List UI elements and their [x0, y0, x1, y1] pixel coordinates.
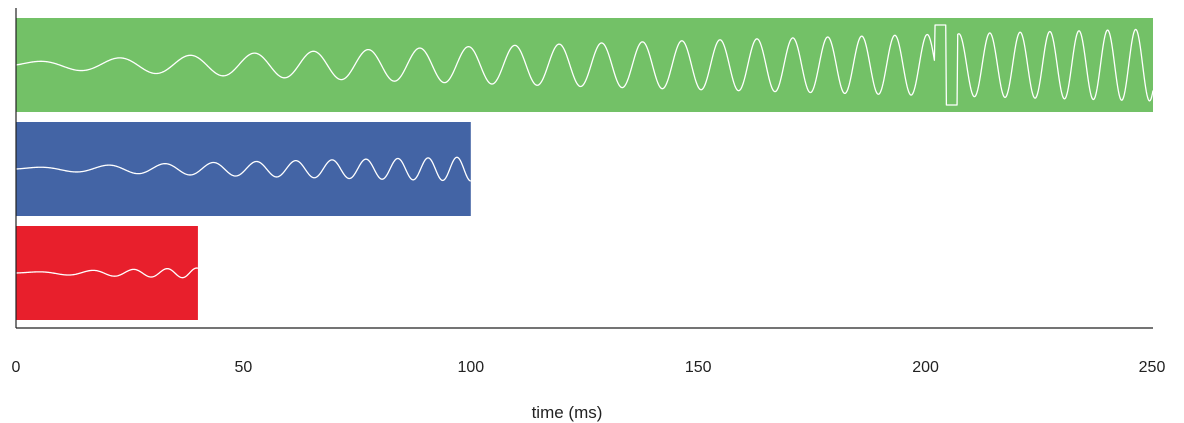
- bar-2: [16, 122, 471, 216]
- x-axis-title: time (ms): [532, 403, 603, 422]
- x-tick-label: 250: [1139, 359, 1166, 376]
- x-tick-label: 200: [912, 359, 939, 376]
- x-tick-label: 100: [457, 359, 484, 376]
- waveform-2: [15, 156, 471, 182]
- waveform-1: [15, 24, 1154, 106]
- x-tick-label: 50: [235, 359, 253, 376]
- x-tick-labels: 0 50 100 150 200 250: [12, 359, 1166, 376]
- x-tick-label: 150: [685, 359, 712, 376]
- x-tick-label: 0: [12, 359, 21, 376]
- bar-1: [16, 18, 1153, 112]
- waveform-3: [15, 267, 199, 279]
- bars-layer: [15, 18, 1154, 320]
- bar-3: [16, 226, 198, 320]
